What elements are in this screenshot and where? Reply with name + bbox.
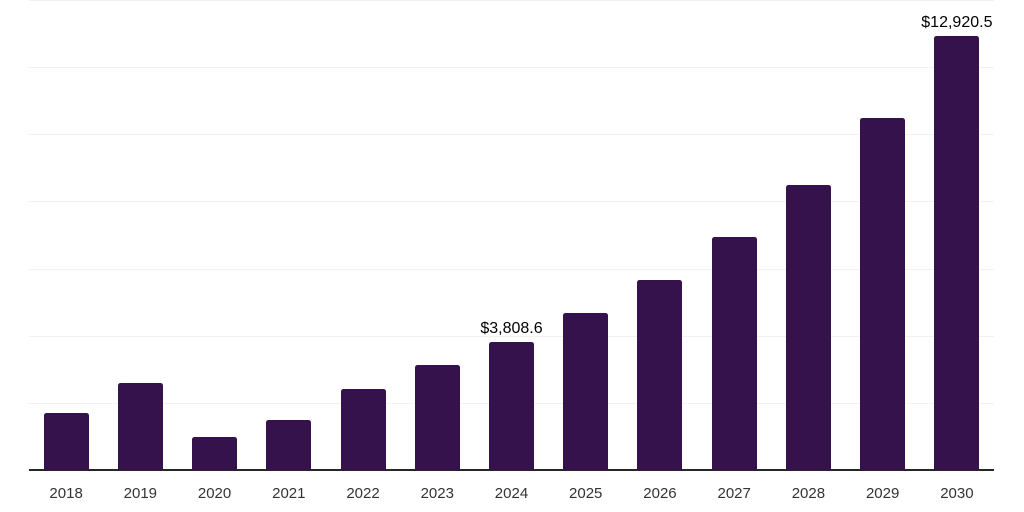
gridline-8000 bbox=[29, 201, 994, 203]
x-axis-line bbox=[29, 469, 994, 471]
gridline-4000 bbox=[29, 335, 994, 337]
x-tick-label-2026: 2026 bbox=[643, 485, 677, 502]
data-label-2030: $12,920.5 bbox=[921, 14, 993, 32]
x-tick-label-2028: 2028 bbox=[791, 485, 826, 502]
bar-2024 bbox=[489, 342, 534, 470]
bar-2018 bbox=[43, 412, 89, 470]
plot-area bbox=[29, 0, 994, 471]
data-label-2024: $3,808.6 bbox=[480, 320, 543, 338]
bar-2026 bbox=[637, 279, 683, 470]
gridline-10000 bbox=[29, 134, 994, 136]
bar-2020 bbox=[192, 436, 238, 470]
x-tick-label-2019: 2019 bbox=[123, 485, 158, 502]
x-tick-label-2025: 2025 bbox=[569, 485, 603, 502]
bar-2030 bbox=[934, 36, 980, 470]
bar-2022 bbox=[340, 388, 386, 470]
x-tick-label-2030: 2030 bbox=[940, 485, 974, 502]
x-tick-label-2023: 2023 bbox=[420, 485, 454, 502]
gridline-14000 bbox=[29, 0, 994, 1]
bar-2019 bbox=[117, 383, 163, 470]
bar-2023 bbox=[414, 364, 460, 470]
x-tick-label-2027: 2027 bbox=[717, 485, 751, 502]
bar-2025 bbox=[563, 312, 609, 470]
gridline-12000 bbox=[29, 67, 994, 69]
bar-2028 bbox=[785, 184, 831, 470]
bar-2029 bbox=[860, 117, 906, 470]
bar-2021 bbox=[266, 419, 312, 470]
x-tick-label-2018: 2018 bbox=[49, 485, 83, 502]
x-tick-label-2024: 2024 bbox=[494, 485, 529, 502]
bar-2027 bbox=[711, 236, 757, 470]
x-tick-label-2020: 2020 bbox=[197, 485, 232, 502]
x-tick-label-2022: 2022 bbox=[346, 485, 380, 502]
x-tick-label-2029: 2029 bbox=[865, 485, 900, 502]
x-tick-label-2021: 2021 bbox=[272, 485, 306, 502]
gridline-6000 bbox=[29, 268, 994, 270]
